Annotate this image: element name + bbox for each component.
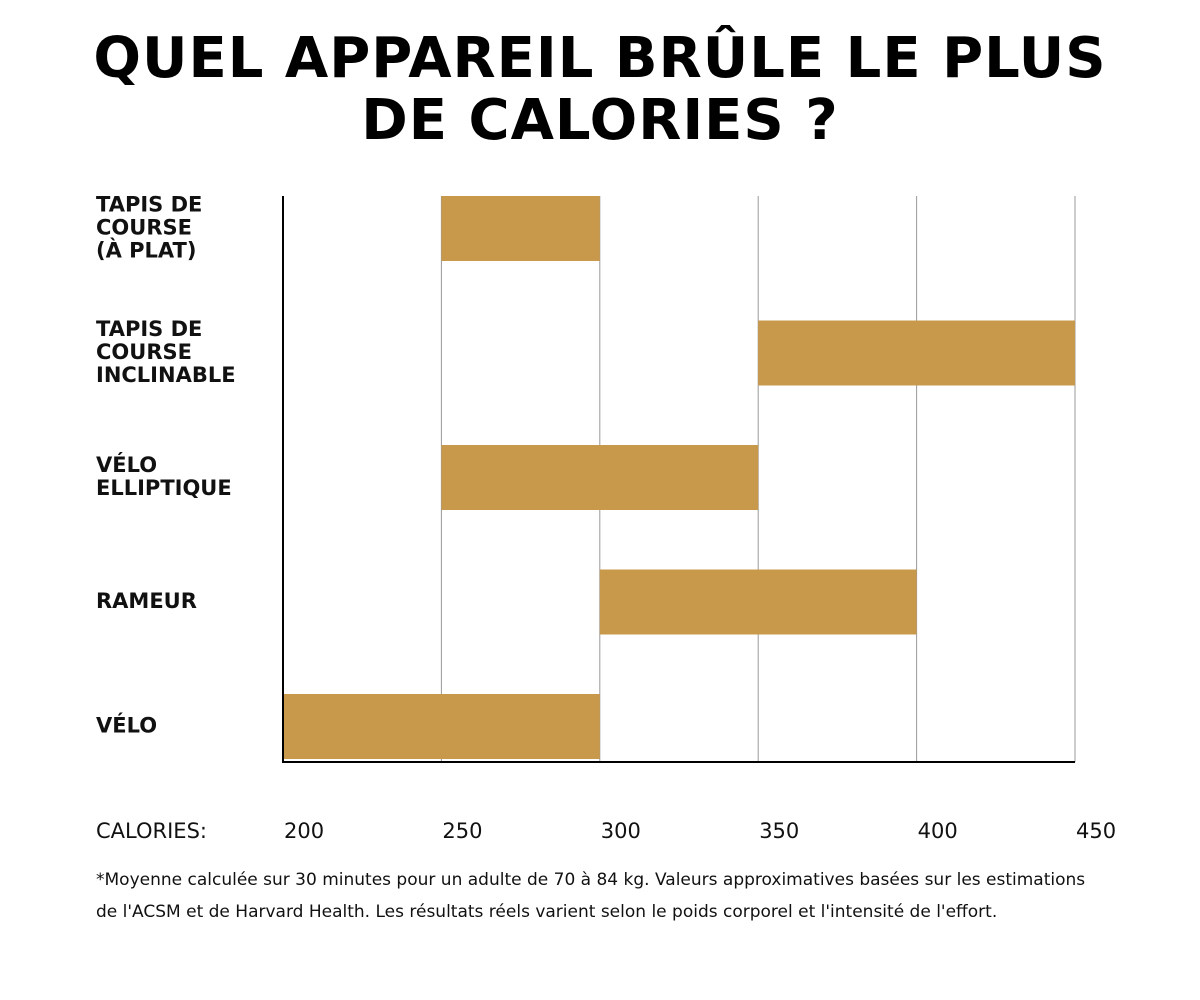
bars xyxy=(283,196,1075,759)
category-label-2-line-0: VÉLO xyxy=(96,452,157,477)
category-label-4-line-0: VÉLO xyxy=(96,713,157,738)
category-label-3: RAMEUR xyxy=(96,589,197,613)
category-label-4: VÉLO xyxy=(96,713,157,738)
chart-title-line-2: DE CALORIES ? xyxy=(361,88,839,153)
x-tick-label-200: 200 xyxy=(284,819,324,843)
category-label-2-line-1: ELLIPTIQUE xyxy=(96,476,232,500)
x-tick-label-300: 300 xyxy=(601,819,641,843)
bar-4 xyxy=(283,694,600,759)
x-tick-labels: CALORIES: 200 250 300 350 400 450 xyxy=(96,819,1116,843)
category-label-0-line-0: TAPIS DE xyxy=(96,193,202,217)
chart-title-line-1: QUEL APPAREIL BRÛLE LE PLUS xyxy=(93,26,1107,91)
category-label-1: TAPIS DE COURSE INCLINABLE xyxy=(96,317,236,387)
bar-0 xyxy=(441,196,600,261)
category-label-2: VÉLO ELLIPTIQUE xyxy=(96,452,232,500)
category-label-3-line-0: RAMEUR xyxy=(96,589,197,613)
x-tick-label-450: 450 xyxy=(1076,819,1116,843)
x-tick-label-400: 400 xyxy=(918,819,958,843)
category-labels: TAPIS DE COURSE (À PLAT)TAPIS DE COURSE INCL… xyxy=(96,193,236,738)
footnote: *Moyenne calculée sur 30 minutes pour un… xyxy=(96,870,1086,922)
x-tick-label-250: 250 xyxy=(442,819,482,843)
bar-2 xyxy=(441,445,759,510)
bar-3 xyxy=(599,569,917,635)
category-label-1-line-0: TAPIS DE xyxy=(96,317,202,341)
category-label-0-line-1: COURSE xyxy=(96,216,192,240)
chart-title: QUEL APPAREIL BRÛLE LE PLUS DE CALORIES … xyxy=(0,28,1200,152)
category-label-1-line-1: COURSE xyxy=(96,340,192,364)
category-label-0: TAPIS DE COURSE (À PLAT) xyxy=(96,193,202,263)
axes xyxy=(282,196,1075,763)
x-tick-label-350: 350 xyxy=(759,819,799,843)
category-label-0-line-2: (À PLAT) xyxy=(96,238,196,263)
category-label-1-line-2: INCLINABLE xyxy=(96,363,236,387)
bar-1 xyxy=(758,320,1075,386)
x-axis-label: CALORIES: xyxy=(96,819,207,843)
